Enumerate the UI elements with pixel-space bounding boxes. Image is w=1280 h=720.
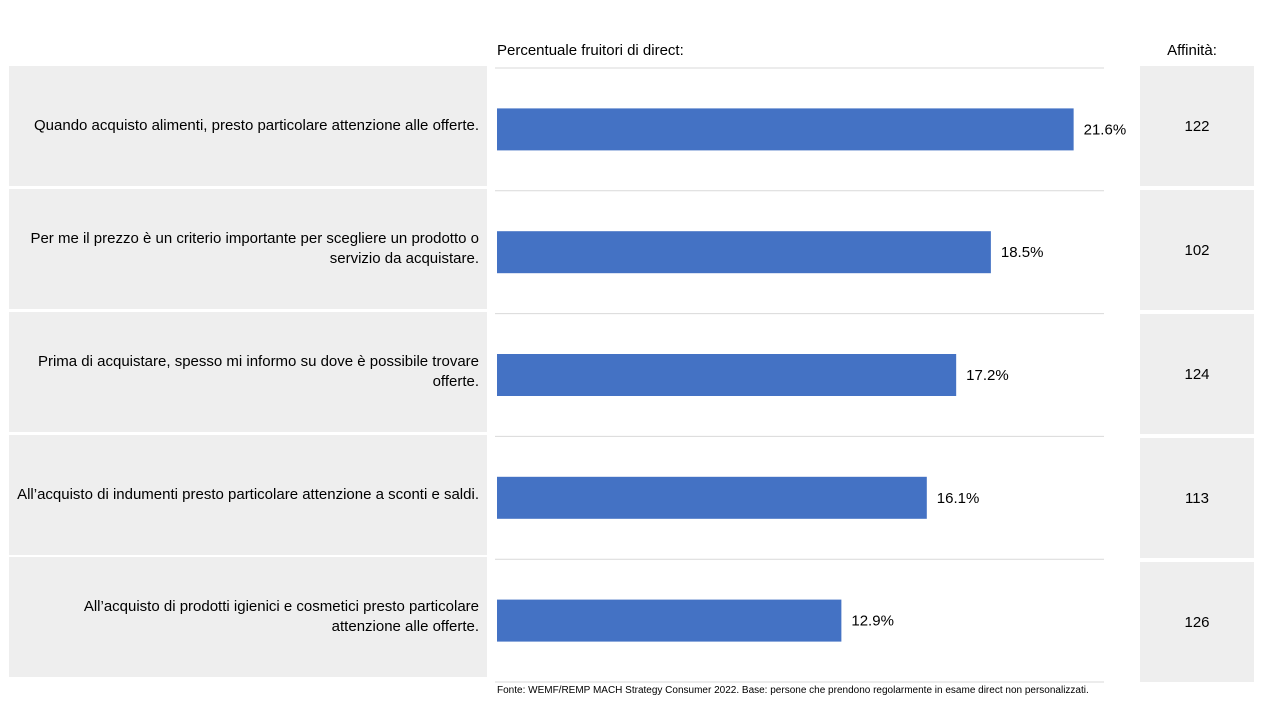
category-label: Per me il prezzo è un criterio important… [30, 230, 479, 267]
bar-value-label: 18.5% [1001, 244, 1044, 261]
bar [497, 108, 1074, 151]
bar-value-label: 16.1% [937, 490, 980, 507]
bar-value-label: 21.6% [1084, 121, 1127, 138]
affinity-column: 122 102 124 113 126 [1140, 66, 1254, 685]
affinity-value: 126 [1140, 562, 1254, 682]
source-note: Fonte: WEMF/REMP MACH Strategy Consumer … [497, 685, 1089, 696]
category-label: All’acquisto di indumenti presto partico… [17, 486, 479, 503]
affinity-value: 113 [1140, 438, 1254, 558]
bar [497, 354, 957, 396]
bar [497, 476, 927, 519]
bar [497, 599, 842, 642]
bar-value-label: 12.9% [851, 613, 894, 630]
chart-title: Percentuale fruitori di direct: [497, 42, 684, 59]
category-label: Quando acquisto alimenti, presto partico… [34, 117, 479, 134]
category-label-cell: Quando acquisto alimenti, presto partico… [9, 66, 487, 186]
affinity-value: 122 [1140, 66, 1254, 186]
category-label-cell: Prima di acquistare, spesso mi informo s… [9, 312, 487, 432]
affinity-title: Affinità: [1167, 42, 1217, 59]
category-label-cell: Per me il prezzo è un criterio important… [9, 189, 487, 309]
bar-value-label: 17.2% [966, 367, 1009, 384]
category-label-cell: All’acquisto di prodotti igienici e cosm… [9, 557, 487, 677]
bar [497, 231, 991, 274]
category-label-cell: All’acquisto di indumenti presto partico… [9, 435, 487, 555]
affinity-value: 124 [1140, 314, 1254, 434]
category-labels-column: Quando acquisto alimenti, presto partico… [9, 66, 487, 677]
category-label: Prima di acquistare, spesso mi informo s… [37, 353, 479, 390]
affinity-value: 102 [1140, 190, 1254, 310]
category-label: All’acquisto di prodotti igienici e cosm… [83, 598, 479, 635]
